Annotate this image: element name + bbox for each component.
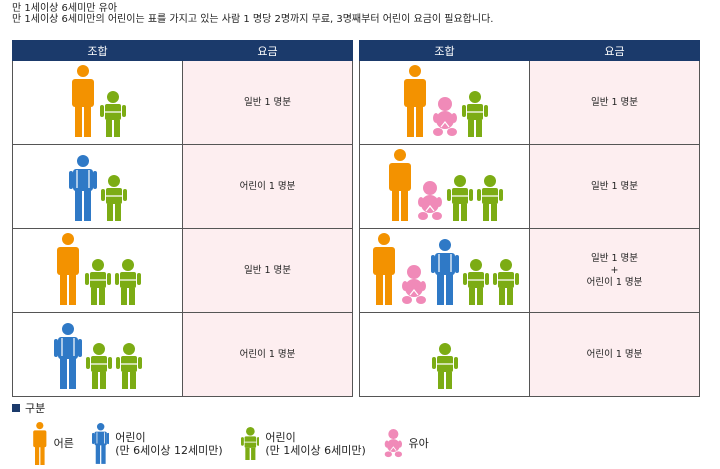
child-small-icon (492, 258, 519, 305)
legend-title-text: 구분 (25, 402, 46, 415)
fare-row: 일반 1 명분 + 어린이 1 명분 (359, 228, 700, 313)
infant-icon (401, 264, 426, 304)
fare-row: 일반 1 명분 (12, 60, 353, 145)
fare-text: 어린이 1 명분 (586, 348, 643, 360)
combination-figures (70, 64, 126, 137)
child-small-icon (476, 174, 503, 221)
fare-cell: 일반 1 명분 (182, 60, 353, 145)
legend-label: 어린이 (265, 430, 296, 444)
adult-icon (71, 64, 94, 137)
combination-figures (55, 232, 141, 305)
legend-text: 유아 (408, 437, 428, 450)
child-small-icon (462, 258, 489, 305)
combination-cell (12, 228, 183, 313)
fare-text: 일반 1 명분 (590, 180, 639, 192)
child-small-icon (85, 342, 112, 389)
fare-row: 일반 1 명분 (12, 228, 353, 313)
combination-figures (431, 317, 458, 389)
legend-item-child-small: 어린이 (만 1세이상 6세미만) (240, 427, 366, 461)
combination-figures (371, 232, 519, 305)
child-small-icon (461, 90, 488, 137)
combination-cell (359, 228, 530, 313)
adult-icon (403, 64, 426, 137)
fare-row: 어린이 1 명분 (12, 144, 353, 229)
child-small-icon (84, 258, 111, 305)
legend-item-infant: 유아 (384, 429, 429, 458)
column-header-fare: 요금 (182, 40, 353, 61)
combination-cell (359, 312, 530, 397)
child-small-icon (240, 427, 260, 461)
infant-icon (384, 429, 402, 458)
combination-cell (12, 312, 183, 397)
child-small-icon (431, 342, 458, 389)
fare-text: + (610, 264, 619, 276)
child-small-icon (446, 174, 473, 221)
combination-cell (12, 144, 183, 229)
fare-text: 어린이 1 명분 (586, 276, 643, 288)
legend-bullet (12, 404, 20, 412)
child-small-icon (100, 174, 127, 221)
combination-figures (402, 64, 488, 137)
adult-icon (33, 422, 47, 466)
combination-figures (387, 148, 503, 221)
fare-row: 일반 1 명분 (359, 144, 700, 229)
child-small-icon (114, 258, 141, 305)
fare-cell: 어린이 1 명분 (182, 144, 353, 229)
combination-cell (12, 60, 183, 145)
combination-figures (53, 317, 142, 389)
fare-cell: 일반 1 명분 (529, 60, 700, 145)
fare-text: 일반 1 명분 (243, 96, 292, 108)
combination-figures (68, 149, 127, 221)
fare-table-right: 조합 요금 일반 1 명분 일반 1 명분 일반 1 명분 + 어린이 1 명분 어린이 … (359, 40, 700, 397)
child-small-icon (115, 342, 142, 389)
child-large-icon (430, 238, 459, 305)
column-header-combo: 조합 (359, 40, 530, 61)
fare-text: 일반 1 명분 (590, 96, 639, 108)
legend-label: 어른 (53, 437, 74, 451)
fare-text: 어린이 1 명분 (239, 348, 296, 360)
child-large-icon (53, 322, 82, 389)
header-line-2: 만 1세이상 6세미만의 어린이는 표를 가지고 있는 사람 1 명당 2명까지… (12, 14, 494, 25)
header-line-1: 만 1세이상 6세미만 유아 (12, 3, 118, 14)
legend-sublabel: (만 6세이상 12세미만) (115, 443, 223, 457)
infant-icon (417, 180, 442, 220)
legend-text: 어린이 (만 1세이상 6세미만) (265, 431, 365, 457)
fare-text: 일반 1 명분 (590, 252, 639, 264)
legend-text: 어린이 (만 6세이상 12세미만) (115, 431, 222, 457)
infant-icon (432, 96, 457, 136)
legend-label: 어린이 (115, 430, 146, 444)
fare-cell: 일반 1 명분 + 어린이 1 명분 (529, 228, 700, 313)
combination-cell (359, 144, 530, 229)
child-small-icon (99, 90, 126, 137)
child-large-icon (68, 154, 97, 221)
legend-title: 구분 (12, 400, 45, 416)
column-header-combo: 조합 (12, 40, 183, 61)
legend-text: 어른 (54, 437, 74, 450)
fare-row: 일반 1 명분 (359, 60, 700, 145)
legend-item-adult: 어른 (32, 422, 74, 466)
fare-table-left: 조합 요금 일반 1 명분 어린이 1 명분 일반 1 명분 어린이 1 명분 (12, 40, 353, 397)
column-header-fare: 요금 (529, 40, 700, 61)
fare-row: 어린이 1 명분 (12, 312, 353, 397)
fare-cell: 일반 1 명분 (182, 228, 353, 313)
fare-cell: 일반 1 명분 (529, 144, 700, 229)
legend-sublabel: (만 1세이상 6세미만) (265, 443, 366, 457)
adult-icon (388, 148, 411, 221)
adult-icon (372, 232, 395, 305)
fare-text: 일반 1 명분 (243, 264, 292, 276)
fare-row: 어린이 1 명분 (359, 312, 700, 397)
legend-label: 유아 (408, 437, 429, 451)
fare-cell: 어린이 1 명분 (182, 312, 353, 397)
fare-cell: 어린이 1 명분 (529, 312, 700, 397)
legend-item-child-large: 어린이 (만 6세이상 12세미만) (91, 423, 223, 465)
combination-cell (359, 60, 530, 145)
child-large-icon (91, 423, 110, 465)
fare-text: 어린이 1 명분 (239, 180, 296, 192)
legend: 어른 어린이 (만 6세이상 12세미만) 어린이 (만 1세이상 6세미만) 유아 (32, 422, 447, 466)
adult-icon (56, 232, 79, 305)
